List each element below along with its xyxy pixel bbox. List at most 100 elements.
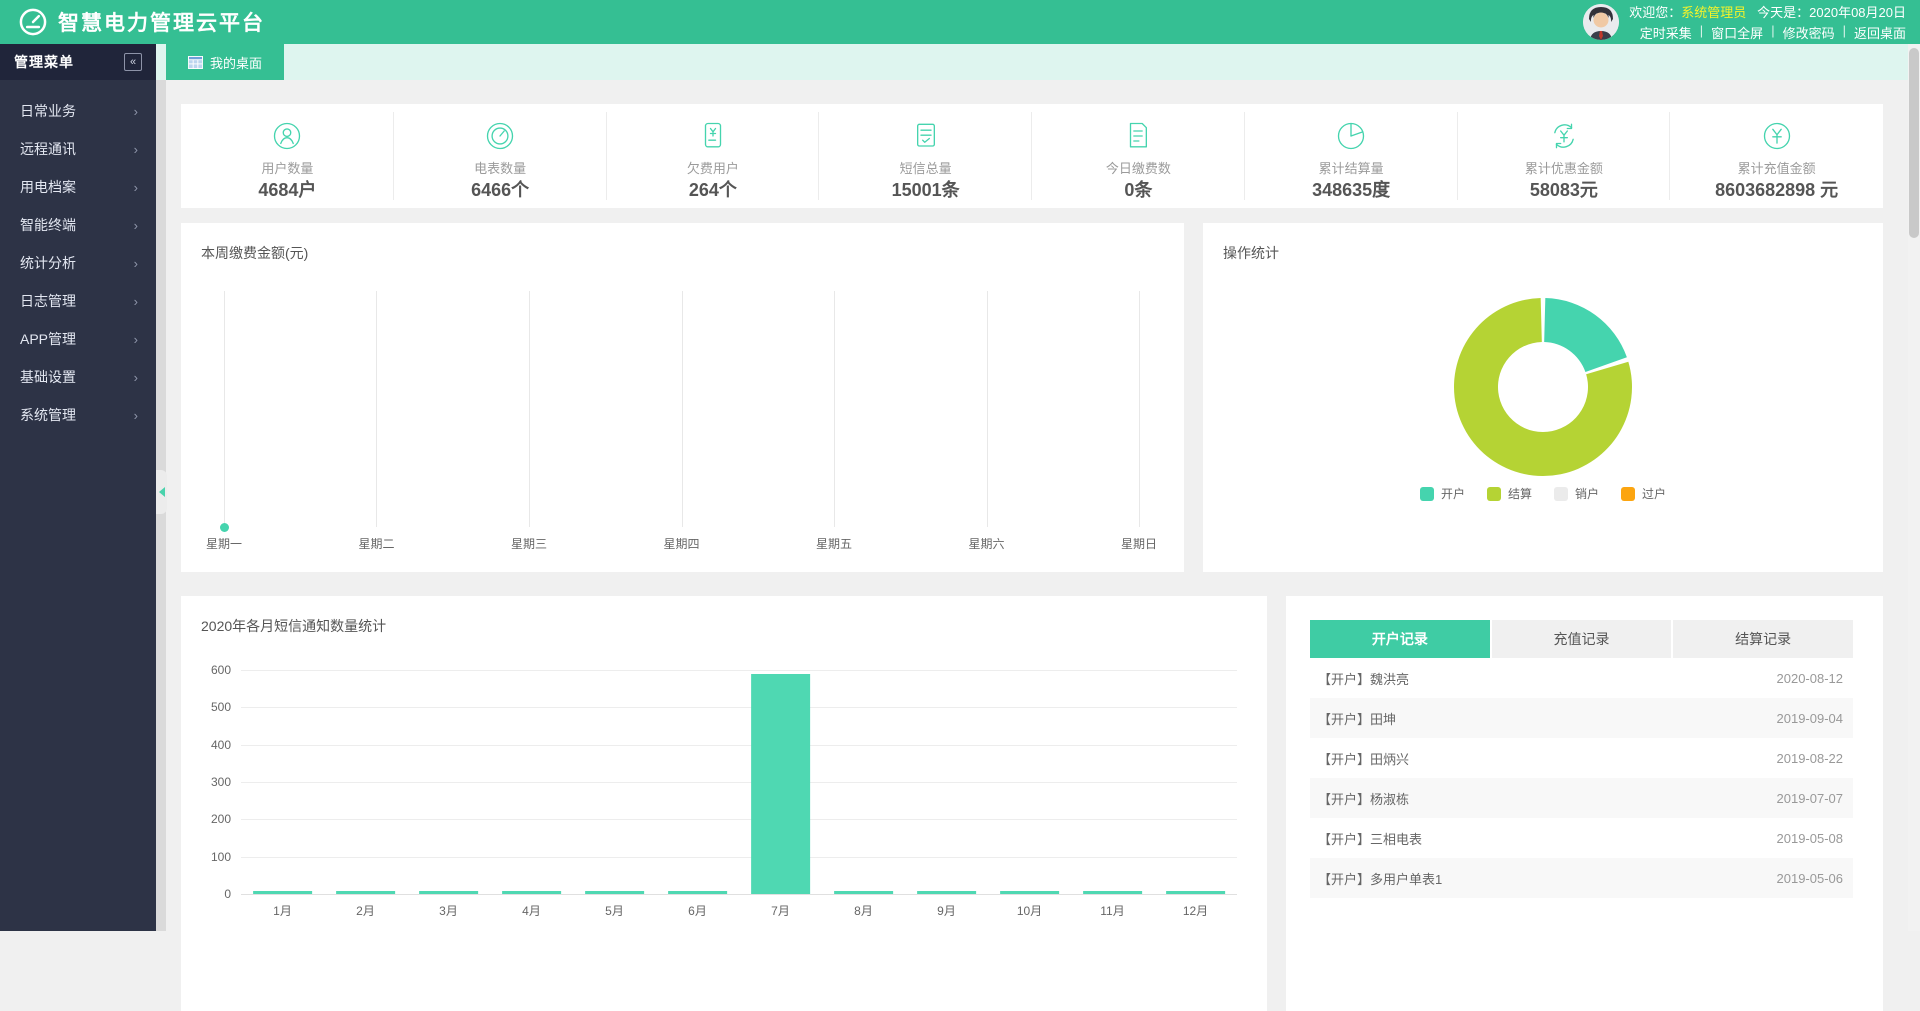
stat-item-0: 用户数量 4684户 <box>181 104 394 208</box>
stat-value: 0条 <box>1124 180 1153 200</box>
x-tick-label: 星期三 <box>510 537 547 551</box>
user-avatar[interactable] <box>1583 4 1620 40</box>
stat-value: 348635度 <box>1312 180 1391 200</box>
sidebar-collapse-button[interactable]: « <box>124 53 142 71</box>
sidebar-toggle-handle[interactable] <box>156 470 167 514</box>
sidebar-item-label: 智能终端 <box>20 217 76 233</box>
sidebar-item-6[interactable]: APP管理 › <box>0 320 156 358</box>
user-icon <box>274 122 301 150</box>
tab-my-desktop[interactable]: 我的桌面 <box>166 44 285 80</box>
records-tab-0[interactable]: 开户记录 <box>1310 620 1490 658</box>
bar-6月[interactable] <box>667 891 728 894</box>
bar-8月[interactable] <box>833 891 894 894</box>
gridline-horizontal <box>241 707 1237 709</box>
records-tab-1[interactable]: 充值记录 <box>1491 620 1672 658</box>
legend-item-结算[interactable]: 结算 <box>1486 485 1532 502</box>
settle-icon <box>1337 122 1365 150</box>
chevron-right-icon: › <box>133 141 138 157</box>
records-tab-2[interactable]: 结算记录 <box>1673 620 1854 658</box>
donut-slice-开户[interactable] <box>1544 298 1627 372</box>
y-tick-label: 400 <box>210 737 231 752</box>
x-tick-label: 星期六 <box>968 537 1005 551</box>
stat-label: 短信总量 <box>899 161 952 176</box>
bar-10月[interactable] <box>999 891 1060 894</box>
sidebar-item-2[interactable]: 用电档案 › <box>0 168 156 206</box>
bar-11月[interactable] <box>1082 891 1143 894</box>
sidebar-item-label: APP管理 <box>20 331 77 347</box>
x-tick-label: 7月 <box>771 904 790 918</box>
scrollbar-thumb[interactable] <box>1909 48 1919 238</box>
x-tick-label: 12月 <box>1182 904 1209 918</box>
stat-label: 欠费用户 <box>686 161 739 176</box>
record-date: 2019-07-07 <box>1776 790 1844 806</box>
chevron-right-icon: › <box>133 407 138 423</box>
record-date: 2019-08-22 <box>1776 750 1844 766</box>
sidebar-item-4[interactable]: 统计分析 › <box>0 244 156 282</box>
gridline-vertical <box>1139 291 1140 527</box>
sidebar-item-8[interactable]: 系统管理 › <box>0 396 156 434</box>
x-tick-label: 2月 <box>356 904 375 918</box>
bar-chart-title: 2020年各月短信通知数量统计 <box>201 618 387 634</box>
record-name: 【开户】三相电表 <box>1318 831 1423 847</box>
record-row-2[interactable]: 【开户】田炳兴 2019-08-22 <box>1310 738 1853 778</box>
record-row-3[interactable]: 【开户】杨淑栋 2019-07-07 <box>1310 778 1853 818</box>
data-point[interactable] <box>220 523 229 532</box>
legend-swatch <box>1621 486 1636 501</box>
bar-9月[interactable] <box>916 891 977 894</box>
x-tick-label: 1月 <box>273 904 292 918</box>
header-link-0[interactable]: 定时采集 <box>1639 26 1692 41</box>
chevron-right-icon: › <box>133 217 138 233</box>
app-logo: 智慧电力管理云平台 <box>18 7 265 37</box>
record-row-1[interactable]: 【开户】田坤 2019-09-04 <box>1310 698 1853 738</box>
sidebar-item-0[interactable]: 日常业务 › <box>0 92 156 130</box>
page-scrollbar[interactable] <box>1908 44 1920 931</box>
x-tick-label: 11月 <box>1100 904 1125 918</box>
bar-2月[interactable] <box>335 891 396 894</box>
header-link-2[interactable]: 修改密码 <box>1782 26 1835 41</box>
record-date: 2019-05-06 <box>1776 870 1844 886</box>
gridline-horizontal <box>241 782 1237 783</box>
record-row-0[interactable]: 【开户】魏洪亮 2020-08-12 <box>1310 658 1853 698</box>
record-date: 2019-09-04 <box>1776 710 1844 726</box>
gridline-vertical <box>681 291 683 527</box>
tab-label: 我的桌面 <box>210 55 263 71</box>
legend-item-开户[interactable]: 开户 <box>1419 485 1465 502</box>
x-tick-label: 星期日 <box>1120 537 1157 551</box>
legend-item-销户[interactable]: 销户 <box>1554 485 1599 502</box>
sidebar-header: 管理菜单 « <box>0 44 156 80</box>
sidebar-item-3[interactable]: 智能终端 › <box>0 206 156 244</box>
legend-item-过户[interactable]: 过户 <box>1621 485 1666 502</box>
bar-slot: 3月 <box>407 670 490 918</box>
bar-slot: 6月 <box>656 670 739 918</box>
gridline-horizontal <box>241 856 1237 858</box>
header-link-3[interactable]: 返回桌面 <box>1853 26 1906 41</box>
bar-4月[interactable] <box>501 891 562 894</box>
bar-chart-plot: 0 100 200 300 400 500 600 1月 2月 3月 4月 5月 6月 7月 8月 9月 10月… <box>211 663 1237 918</box>
x-tick-label: 10月 <box>1016 904 1043 918</box>
bar-12月[interactable] <box>1165 891 1226 894</box>
bar-slot: 1月 <box>241 670 324 918</box>
tab-strip: 我的桌面 <box>156 44 1920 80</box>
link-separator: | <box>1699 23 1704 38</box>
gridline-horizontal <box>241 744 1237 746</box>
header-link-1[interactable]: 窗口全屏 <box>1711 26 1764 41</box>
sidebar-item-1[interactable]: 远程通讯 › <box>0 130 156 168</box>
sidebar-item-5[interactable]: 日志管理 › <box>0 282 156 320</box>
stat-label: 累计优惠金额 <box>1524 161 1603 176</box>
x-tick-label: 5月 <box>605 904 624 918</box>
gridline-horizontal <box>241 819 1237 821</box>
record-row-4[interactable]: 【开户】三相电表 2019-05-08 <box>1310 818 1853 858</box>
records-list: 【开户】魏洪亮 2020-08-12 【开户】田坤 2019-09-04 【开户】田炳兴… <box>1310 658 1853 898</box>
desktop-grid-icon <box>188 55 203 69</box>
operation-donut-chart <box>1454 298 1632 476</box>
bar-1月[interactable] <box>252 891 313 894</box>
record-row-5[interactable]: 【开户】多用户单表1 2019-05-06 <box>1310 858 1853 898</box>
stat-label: 用户数量 <box>261 161 314 176</box>
donut-slice-结算[interactable] <box>1454 298 1632 476</box>
bar-3月[interactable] <box>418 891 479 894</box>
sidebar-item-label: 统计分析 <box>20 255 76 271</box>
bar-7月[interactable] <box>750 673 811 894</box>
arrears-icon <box>704 122 722 148</box>
sidebar-item-7[interactable]: 基础设置 › <box>0 358 156 396</box>
bar-5月[interactable] <box>584 891 645 894</box>
